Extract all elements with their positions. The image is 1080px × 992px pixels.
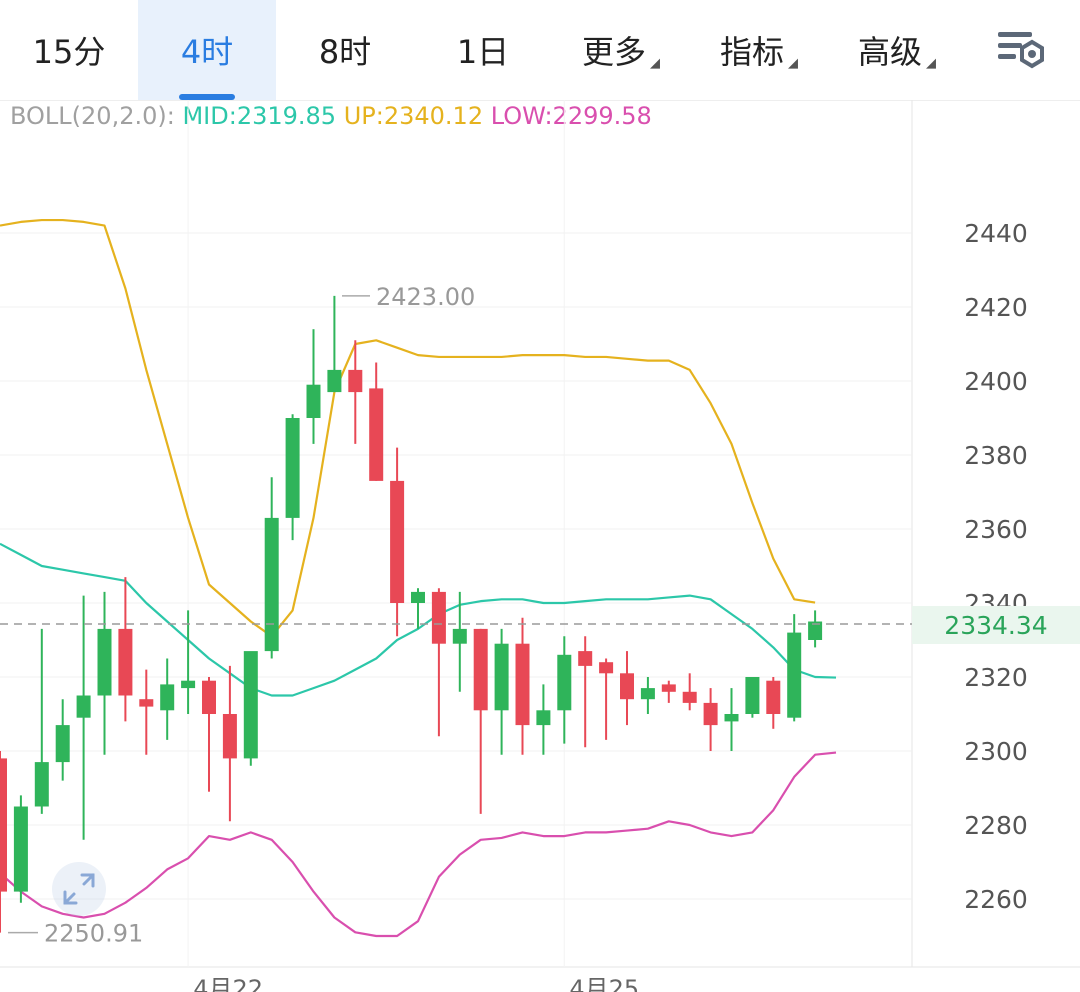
- candle-body-up: [787, 632, 802, 718]
- candle-body-down: [661, 684, 676, 692]
- y-tick-label: 2380: [964, 441, 1028, 470]
- boll-lower-line: [0, 751, 837, 938]
- candle-body-up: [327, 369, 342, 393]
- candle-body-down: [620, 673, 634, 700]
- candle-body-down: [348, 369, 363, 393]
- candle-body-up: [745, 677, 760, 714]
- y-tick-label: 2440: [964, 219, 1028, 248]
- candle-body-down: [515, 643, 530, 726]
- tab-4h[interactable]: 4时: [138, 0, 276, 100]
- y-tick-label: 2280: [964, 811, 1028, 840]
- tab-indicators[interactable]: 指标 ◢: [690, 0, 828, 100]
- tab-8h[interactable]: 8时: [276, 0, 414, 100]
- tab-label: 更多: [581, 33, 646, 71]
- dropdown-triangle-icon: ◢: [650, 55, 660, 71]
- x-tick-label: 4月22: [193, 975, 263, 992]
- boll-low-value: LOW:2299.58: [490, 102, 652, 130]
- dropdown-triangle-icon: ◢: [926, 55, 936, 71]
- candle-body-up: [55, 725, 70, 763]
- candlestick-chart[interactable]: 2440242024002380236023402320230022802260…: [0, 100, 1080, 992]
- x-tick-label: 4月25: [569, 975, 639, 992]
- candle-body-down: [390, 480, 405, 603]
- candle-body-up: [452, 628, 467, 644]
- candle-body-up: [724, 714, 739, 722]
- candle-body-up: [494, 643, 509, 711]
- candle-body-up: [285, 418, 300, 518]
- y-tick-label: 2300: [964, 737, 1028, 766]
- candle-body-up: [808, 621, 823, 640]
- candle-body-up: [13, 806, 28, 892]
- candle-body-up: [97, 628, 112, 696]
- y-tick-label: 2260: [964, 885, 1028, 914]
- candle-body-up: [306, 384, 321, 418]
- candle-body-down: [599, 662, 614, 674]
- tab-15min[interactable]: 15分: [0, 0, 138, 100]
- candle-body-up: [411, 591, 425, 603]
- tab-label: 15分: [32, 33, 106, 71]
- candle-body-down: [222, 714, 237, 759]
- tab-advanced[interactable]: 高级 ◢: [828, 0, 966, 100]
- candle-body-up: [181, 680, 196, 689]
- candle-body-up: [243, 651, 258, 759]
- y-tick-label: 2400: [964, 367, 1028, 396]
- candle-body-down: [578, 651, 593, 666]
- candle-body-up: [536, 710, 551, 726]
- candle-body-down: [473, 628, 488, 711]
- boll-legend: BOLL(20,2.0): MID:2319.85 UP:2340.12 LOW…: [10, 102, 652, 130]
- candle-body-up: [160, 684, 175, 711]
- candle-body-down: [202, 680, 216, 714]
- tab-1d[interactable]: 1日: [414, 0, 552, 100]
- candle-body-down: [369, 388, 384, 481]
- high-marker-label: 2423.00: [376, 283, 475, 311]
- boll-upper-line: [0, 218, 816, 638]
- candle-body-down: [139, 699, 154, 707]
- chart-settings-icon[interactable]: [994, 22, 1050, 78]
- tab-label: 4时: [180, 33, 234, 71]
- candle-body-up: [264, 517, 279, 652]
- tab-label: 指标: [719, 33, 784, 71]
- low-marker-label: 2250.91: [44, 920, 143, 948]
- dropdown-triangle-icon: ◢: [788, 55, 798, 71]
- candle-body-down: [431, 591, 446, 644]
- boll-name: BOLL(20,2.0):: [10, 102, 175, 130]
- candle-body-down: [682, 691, 697, 703]
- candle-body-up: [557, 654, 572, 711]
- boll-up-value: UP:2340.12: [343, 102, 484, 130]
- candle-body-up: [640, 688, 655, 700]
- y-tick-label: 2360: [964, 515, 1028, 544]
- current-price-label: 2334.34: [912, 606, 1080, 644]
- candle-body-down: [766, 680, 781, 714]
- boll-mid-value: MID:2319.85: [182, 102, 337, 130]
- candle-body-down: [703, 702, 718, 726]
- candle-body-down: [118, 628, 133, 696]
- y-tick-label: 2420: [964, 293, 1028, 322]
- y-tick-label: 2320: [964, 663, 1028, 692]
- candle-body-up: [34, 762, 49, 807]
- tab-label: 1日: [456, 33, 510, 71]
- candle-body-up: [76, 695, 91, 718]
- tab-label: 高级: [857, 33, 922, 71]
- timeframe-tabs: 15分 4时 8时 1日 更多 ◢ 指标 ◢ 高级 ◢: [0, 0, 1080, 101]
- candle-body-down: [0, 758, 7, 892]
- expand-arrows-icon[interactable]: [52, 862, 106, 916]
- tab-label: 8时: [318, 33, 372, 71]
- tab-more[interactable]: 更多 ◢: [552, 0, 690, 100]
